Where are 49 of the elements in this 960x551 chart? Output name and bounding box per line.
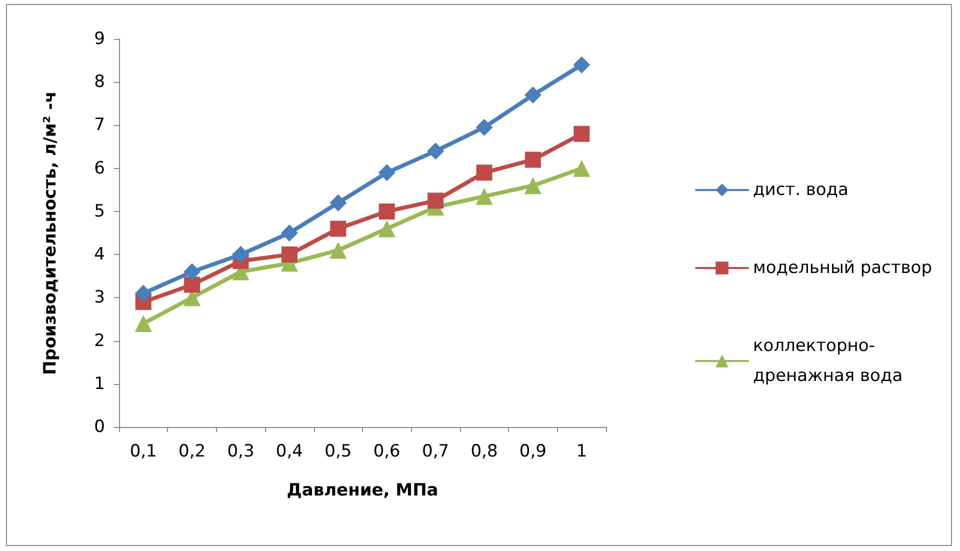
x-tick-label: 0,2 [178, 442, 206, 462]
x-tick-label: 0,9 [519, 442, 546, 462]
point [232, 246, 250, 264]
point [573, 160, 590, 177]
legend-label: дист. вода [753, 180, 848, 200]
point [330, 220, 346, 237]
x-tick-label: 1 [576, 442, 588, 462]
point [134, 315, 152, 332]
point [573, 56, 590, 74]
x-tick-label: 0,8 [470, 442, 498, 462]
x-tick-label: 0,4 [276, 442, 303, 462]
point [524, 177, 542, 194]
point [574, 126, 590, 142]
point [428, 192, 444, 209]
x-axis-title: Давление, МПа [286, 480, 438, 500]
y-tick-label: 5 [94, 201, 105, 222]
point [476, 118, 493, 136]
legend-label: модельный раствор [753, 258, 932, 278]
legend-label: коллекторно-дренажная вода [753, 336, 903, 386]
point [378, 203, 395, 220]
x-tick-label: 0,3 [227, 442, 254, 462]
y-axis-title: Производительность, л/м² -ч [40, 91, 60, 375]
x-tick-label: 0,6 [373, 442, 400, 462]
point [281, 246, 298, 263]
point [427, 142, 444, 160]
y-tick-label: 8 [94, 72, 105, 92]
point [476, 164, 492, 181]
y-tick-label: 2 [94, 330, 105, 351]
point [378, 164, 396, 182]
point [476, 188, 493, 205]
point [134, 284, 152, 302]
y-tick-label: 9 [94, 29, 105, 49]
x-tick-label: 0,5 [324, 442, 352, 462]
y-tick-label: 6 [94, 158, 105, 178]
point [184, 276, 200, 293]
y-tick-label: 7 [94, 115, 105, 136]
point [184, 263, 201, 280]
y-tick-label: 1 [94, 374, 105, 394]
point [330, 242, 347, 259]
x-tick-label: 0,7 [422, 442, 450, 462]
x-tick-label: 0,1 [130, 442, 157, 462]
point [378, 220, 396, 238]
point [280, 224, 298, 242]
y-tick-label: 4 [94, 244, 105, 265]
point [524, 86, 542, 104]
y-tick-label: 0 [94, 417, 105, 437]
y-tick-label: 3 [94, 288, 105, 308]
point [524, 152, 541, 168]
point [330, 194, 347, 212]
